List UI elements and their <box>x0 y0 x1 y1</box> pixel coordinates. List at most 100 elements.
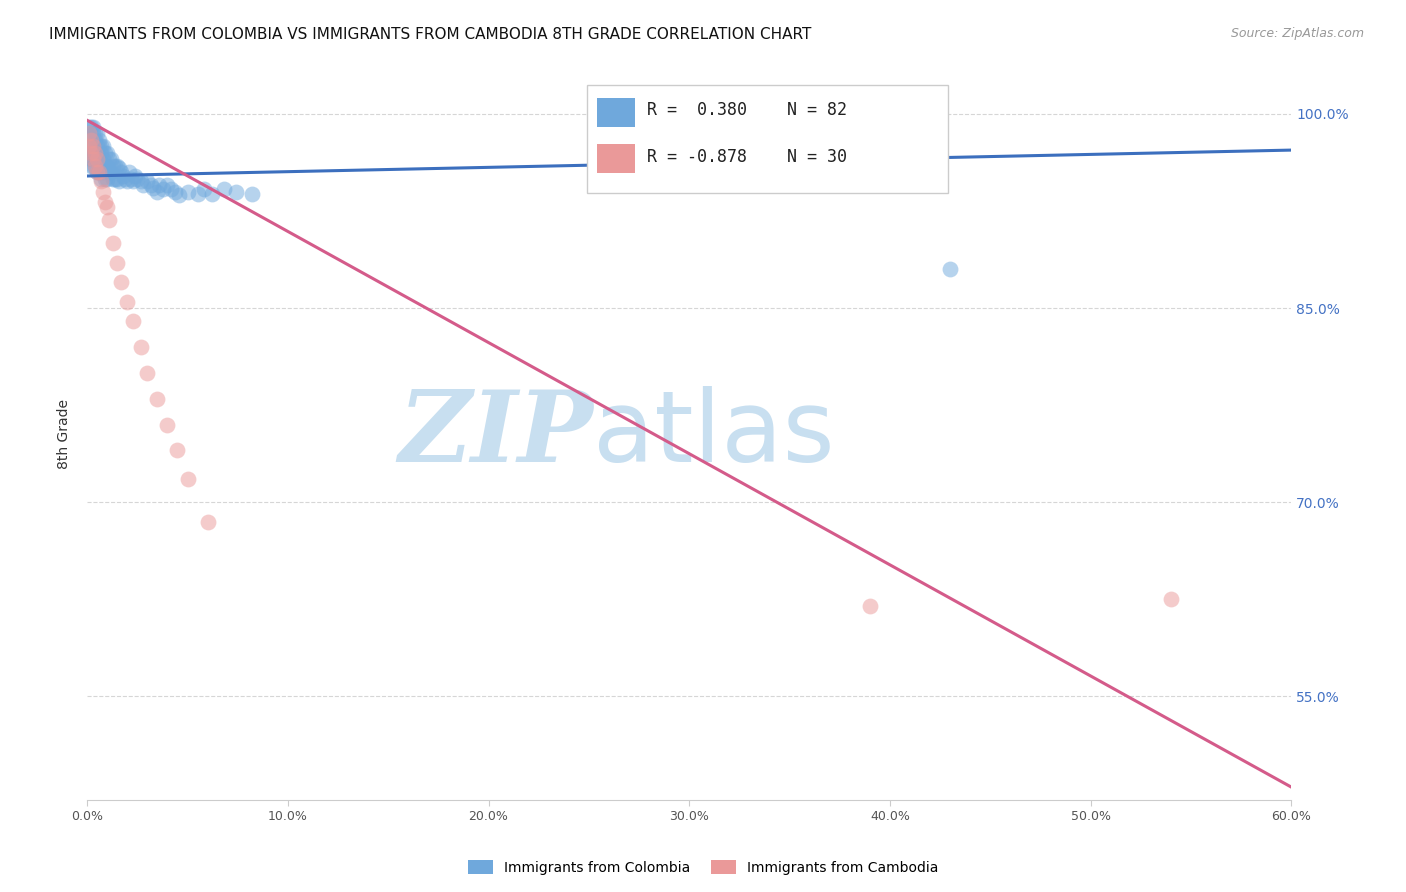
Point <box>108 174 131 188</box>
Point <box>82 152 104 166</box>
Point <box>142 180 165 194</box>
Point <box>82 152 104 166</box>
Point <box>91 185 114 199</box>
FancyBboxPatch shape <box>586 85 948 193</box>
Point <box>156 417 179 432</box>
Point <box>86 165 108 179</box>
Point <box>89 152 111 166</box>
Bar <box>596 144 636 173</box>
Point <box>112 169 135 183</box>
Bar <box>596 98 636 127</box>
Point <box>94 145 117 160</box>
Text: IMMIGRANTS FROM COLOMBIA VS IMMIGRANTS FROM CAMBODIA 8TH GRADE CORRELATION CHART: IMMIGRANTS FROM COLOMBIA VS IMMIGRANTS F… <box>49 27 811 42</box>
Point <box>96 145 118 160</box>
Point <box>118 165 141 179</box>
Point <box>186 187 208 202</box>
Point <box>114 171 136 186</box>
Point <box>148 178 170 192</box>
Point <box>105 256 128 270</box>
Point <box>82 126 104 140</box>
Point <box>110 275 132 289</box>
Point <box>122 314 145 328</box>
Point <box>84 159 107 173</box>
Point <box>105 159 128 173</box>
Point <box>90 139 112 153</box>
Point <box>86 145 108 160</box>
Point <box>859 599 882 613</box>
Point <box>165 185 187 199</box>
Point <box>80 133 103 147</box>
Point <box>132 178 155 192</box>
Point <box>98 165 121 179</box>
Point <box>90 171 112 186</box>
Point <box>117 174 139 188</box>
Point <box>80 145 103 160</box>
Point <box>84 126 107 140</box>
Point <box>91 152 114 166</box>
Point <box>200 187 222 202</box>
Point <box>86 152 108 166</box>
Y-axis label: 8th Grade: 8th Grade <box>58 400 72 469</box>
Point <box>225 185 247 199</box>
Point <box>89 133 111 147</box>
Point <box>82 159 104 173</box>
Point <box>146 392 169 406</box>
Point <box>82 139 104 153</box>
Point <box>166 443 188 458</box>
Point <box>939 262 962 277</box>
Point <box>80 145 103 160</box>
Point <box>127 171 149 186</box>
Point <box>77 126 100 140</box>
Point <box>80 133 103 147</box>
Point <box>779 159 801 173</box>
Text: R =  0.380    N = 82: R = 0.380 N = 82 <box>647 101 846 120</box>
Point <box>240 187 263 202</box>
Point <box>86 139 108 153</box>
Point <box>96 171 118 186</box>
Point <box>80 159 103 173</box>
Point <box>124 169 146 183</box>
Point <box>96 159 118 173</box>
Point <box>146 185 169 199</box>
Point <box>169 188 191 202</box>
Point <box>98 213 121 227</box>
Point <box>84 145 107 160</box>
Point <box>96 200 118 214</box>
Point <box>131 174 153 188</box>
Point <box>89 165 111 179</box>
Point <box>103 236 125 251</box>
Point <box>110 165 132 179</box>
Point <box>84 159 107 173</box>
Point <box>100 152 122 166</box>
Point <box>120 171 142 186</box>
Point <box>90 159 112 173</box>
Point <box>82 139 104 153</box>
Point <box>86 152 108 166</box>
Text: ZIP: ZIP <box>398 386 593 483</box>
Point <box>136 174 159 188</box>
Point <box>100 165 122 179</box>
Text: Source: ZipAtlas.com: Source: ZipAtlas.com <box>1230 27 1364 40</box>
Point <box>152 182 174 196</box>
Point <box>84 133 107 147</box>
Point <box>103 159 125 173</box>
Point <box>212 182 235 196</box>
Point <box>156 178 179 192</box>
Point <box>176 185 198 199</box>
Point <box>91 165 114 179</box>
Point <box>104 171 127 186</box>
Point <box>197 515 219 529</box>
Point <box>94 171 117 186</box>
Point <box>141 178 163 192</box>
Point <box>86 126 108 140</box>
Point <box>160 182 183 196</box>
Point <box>77 139 100 153</box>
Point <box>131 340 153 354</box>
Point <box>89 139 111 153</box>
Legend: Immigrants from Colombia, Immigrants from Cambodia: Immigrants from Colombia, Immigrants fro… <box>463 855 943 880</box>
Point <box>77 139 100 153</box>
Point <box>94 194 117 209</box>
Point <box>105 171 128 186</box>
Point <box>136 366 159 380</box>
Point <box>103 171 125 186</box>
